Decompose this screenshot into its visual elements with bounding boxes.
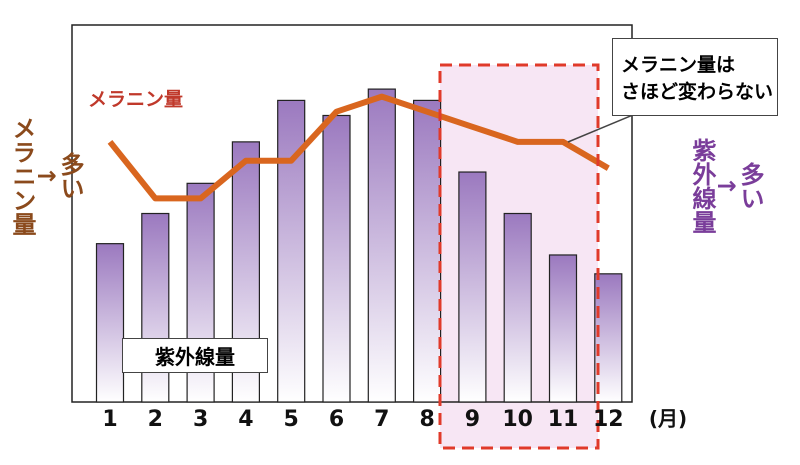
x-tick-label: 3 (193, 407, 208, 432)
axis-label-part: メラニン量 (8, 116, 36, 236)
x-tick-label: 7 (374, 407, 389, 432)
x-tick-label: 9 (465, 407, 480, 432)
bar (95, 243, 125, 403)
highlight-border (438, 63, 600, 450)
line (107, 93, 610, 202)
x-tick-label: 10 (502, 407, 533, 432)
axis-label-part: ↑ (712, 175, 740, 197)
callout-pointer (567, 111, 641, 143)
left-label: 多い ↑ メラニン量 (8, 110, 84, 242)
bar (458, 171, 487, 403)
bar (322, 114, 351, 403)
bar-legend: 紫外線量 (122, 338, 268, 373)
x-tick-label: 2 (148, 407, 163, 432)
x-tick-label: 4 (238, 407, 253, 432)
bar (413, 99, 442, 403)
axis-label-part: ↑ (32, 165, 60, 187)
bar (141, 212, 170, 403)
bar (548, 254, 578, 403)
bar (503, 212, 532, 403)
x-tick-label: 8 (419, 407, 434, 432)
axis-label-part: 紫外線量 (688, 138, 716, 234)
line-label: メラニン量 (88, 89, 183, 111)
x-tick-label: 11 (548, 407, 579, 432)
x-tick-label: 12 (593, 407, 624, 432)
axis-label-part: 多い (56, 152, 84, 200)
x-tick-label: 6 (329, 407, 344, 432)
callout-line: メラニン量は (621, 54, 736, 76)
right-label: 多い ↑ 紫外線量 (688, 132, 764, 240)
axis-label-part: 多い (736, 162, 764, 210)
x-tick-label: 1 (102, 407, 117, 432)
plot-frame (71, 24, 633, 403)
x-tick-label: 5 (284, 407, 299, 432)
bar (277, 99, 306, 403)
callout-line: さほど変わらない (621, 81, 774, 103)
x-unit: (月) (649, 407, 687, 431)
callout: メラニン量はさほど変わらない (612, 38, 778, 116)
bar (367, 88, 396, 403)
